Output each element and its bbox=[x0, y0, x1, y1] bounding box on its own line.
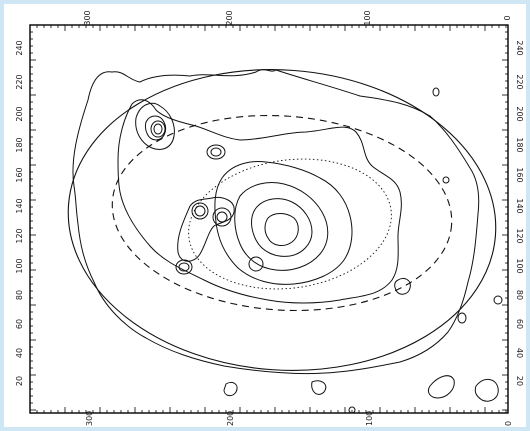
dashed-ellipse bbox=[111, 114, 453, 312]
top-axis-labels: 300 200 100 0 bbox=[83, 10, 512, 25]
isolated-feature-5 bbox=[394, 277, 411, 295]
isolated-feature-10 bbox=[348, 406, 356, 414]
source-ring-2a bbox=[206, 144, 226, 160]
inner-contour-3 bbox=[214, 161, 353, 285]
source-ring-2b bbox=[210, 147, 222, 157]
inner-contour-4 bbox=[234, 182, 329, 271]
source-ring-6 bbox=[248, 256, 264, 272]
right-tick-label-140: 140 bbox=[515, 198, 524, 213]
core-contour-inner bbox=[264, 213, 299, 246]
isolated-feature-9 bbox=[474, 379, 499, 402]
right-tick-label-100: 100 bbox=[515, 258, 524, 273]
left-tick-label-80: 80 bbox=[15, 290, 24, 300]
solid-ellipse bbox=[67, 69, 497, 371]
top-tick-label-200: 200 bbox=[225, 10, 234, 25]
right-tick-label-180: 180 bbox=[515, 137, 524, 152]
right-tick-label-40: 40 bbox=[515, 348, 524, 358]
source-bridge bbox=[177, 197, 235, 262]
left-tick-label-40: 40 bbox=[15, 348, 24, 358]
plot-frame bbox=[29, 24, 509, 414]
source-ring-3b bbox=[194, 205, 206, 217]
outer-contour bbox=[72, 69, 480, 375]
isolated-feature-4 bbox=[493, 295, 503, 305]
right-axis-labels: 20 40 60 80 100 120 140 160 180 200 220 … bbox=[515, 40, 524, 386]
right-tick-label-160: 160 bbox=[515, 167, 524, 182]
left-tick-label-220: 220 bbox=[15, 74, 24, 89]
left-tick-label-200: 200 bbox=[15, 106, 24, 121]
bottom-axis-labels: 300 200 100 0 bbox=[85, 411, 513, 426]
source-ring-1b bbox=[153, 123, 163, 135]
left-axis-labels: 20 40 60 80 100 120 140 160 180 200 220 … bbox=[15, 40, 24, 386]
bottom-tick-label-300: 300 bbox=[85, 411, 94, 426]
contour-map-figure: 300 200 100 0 300 200 100 0 20 40 60 80 … bbox=[4, 4, 526, 427]
bottom-tick-label-200: 200 bbox=[226, 411, 235, 426]
left-tick-label-180: 180 bbox=[15, 137, 24, 152]
upper-left-lobe bbox=[135, 102, 175, 150]
isolated-feature-1 bbox=[432, 87, 440, 97]
axis-ticks bbox=[29, 24, 508, 413]
left-tick-label-240: 240 bbox=[15, 40, 24, 55]
isolated-feature-3 bbox=[457, 312, 467, 324]
top-tick-label-300: 300 bbox=[83, 10, 92, 25]
right-tick-label-220: 220 bbox=[515, 74, 524, 89]
isolated-feature-8 bbox=[427, 375, 455, 399]
inner-contour-2 bbox=[117, 99, 402, 304]
top-tick-label-0: 0 bbox=[503, 15, 512, 20]
left-tick-label-60: 60 bbox=[15, 319, 24, 329]
source-ring-3a bbox=[191, 202, 209, 220]
right-tick-label-240: 240 bbox=[515, 40, 524, 55]
core-contour bbox=[251, 198, 313, 257]
contour-plot: 300 200 100 0 300 200 100 0 20 40 60 80 … bbox=[15, 10, 524, 426]
left-tick-label-120: 120 bbox=[15, 228, 24, 243]
left-tick-label-20: 20 bbox=[15, 376, 24, 386]
source-ring-5b bbox=[178, 262, 190, 272]
left-tick-label-100: 100 bbox=[15, 258, 24, 273]
right-tick-label-200: 200 bbox=[515, 106, 524, 121]
left-tick-label-160: 160 bbox=[15, 167, 24, 182]
dotted-ellipse bbox=[188, 158, 392, 290]
left-tick-label-140: 140 bbox=[15, 198, 24, 213]
right-tick-label-80: 80 bbox=[515, 290, 524, 300]
source-ring-4b bbox=[216, 211, 228, 223]
right-tick-label-60: 60 bbox=[515, 319, 524, 329]
contour-lines bbox=[72, 69, 503, 414]
right-tick-label-20: 20 bbox=[515, 376, 524, 386]
right-tick-label-120: 120 bbox=[515, 228, 524, 243]
upper-left-lobe-inner bbox=[145, 115, 167, 141]
isolated-feature-2 bbox=[442, 176, 450, 184]
bottom-tick-label-100: 100 bbox=[365, 411, 374, 426]
isolated-feature-6 bbox=[223, 381, 238, 397]
top-tick-label-100: 100 bbox=[363, 10, 372, 25]
isolated-feature-7 bbox=[311, 380, 327, 395]
bottom-tick-label-0: 0 bbox=[504, 421, 513, 426]
source-ring-1a bbox=[150, 120, 166, 138]
